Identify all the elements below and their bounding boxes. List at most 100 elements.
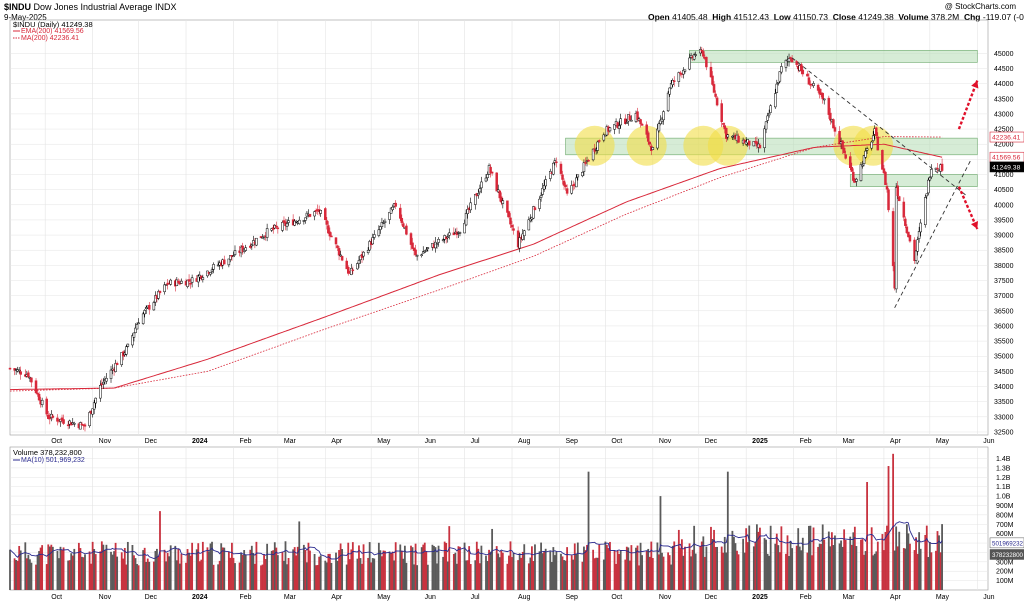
candle-body [216, 264, 220, 267]
volume-bar [82, 557, 85, 590]
volume-bar [195, 549, 198, 590]
candle-body [725, 127, 728, 139]
volume-bar [319, 555, 322, 590]
candle-body [927, 179, 930, 194]
candle-body [464, 212, 468, 226]
candle-body [521, 233, 524, 240]
candle-body [227, 258, 231, 266]
volume-bar [218, 560, 221, 590]
volume-bar [564, 560, 567, 590]
high-label: High [712, 12, 732, 22]
volume-bar [442, 556, 445, 590]
candle-body [902, 201, 906, 218]
candle-body [73, 423, 76, 425]
volume-bar [133, 555, 135, 590]
volume-bar [907, 533, 910, 590]
candle-body [135, 324, 139, 330]
volume-bar [249, 549, 252, 590]
candle-body [849, 156, 852, 168]
x-tick-label: Nov [659, 594, 672, 601]
candle-body [763, 128, 766, 149]
volume-bar [573, 543, 576, 590]
volume-bar [123, 547, 126, 590]
candle-body [163, 284, 166, 293]
candle-body [474, 194, 477, 205]
volume-bar [113, 551, 115, 590]
volume-bar [529, 557, 532, 590]
candle-body [477, 193, 480, 196]
volume-bar [480, 545, 483, 590]
candle-body [646, 132, 650, 142]
volume-bar [152, 561, 155, 590]
volume-bar [677, 529, 680, 590]
volume-bar [713, 529, 715, 590]
candle-body [778, 71, 782, 82]
candle-body [36, 392, 39, 395]
candle-body [917, 231, 921, 239]
y-tick-label: 37000 [994, 293, 1014, 300]
volume-bar [275, 547, 278, 590]
volume-bar [359, 558, 362, 590]
volume-bar [362, 544, 365, 590]
volume-bar [861, 539, 864, 590]
candle-body [562, 180, 566, 186]
volume-bar [91, 541, 94, 590]
volume-bar [50, 544, 53, 590]
y-tick-label: 41000 [994, 172, 1014, 179]
candle-body [425, 249, 428, 252]
volume-bar [699, 545, 702, 590]
candle-body [628, 115, 632, 121]
candle-body [490, 171, 494, 174]
volume-bar [703, 556, 706, 590]
volume-bar [426, 564, 429, 590]
volume-bar [817, 546, 820, 590]
candle-body [19, 371, 22, 375]
volume-bar [661, 552, 663, 590]
candle-body [925, 193, 929, 197]
volume-bar [544, 548, 547, 590]
volume-bar [474, 560, 477, 590]
candle-body [833, 127, 837, 132]
volume-bar [351, 542, 354, 590]
candle-body [884, 171, 887, 186]
candle-body [669, 83, 673, 89]
volume-bar [497, 553, 500, 590]
volume-bar [797, 528, 800, 590]
candle-body [624, 118, 627, 124]
volume-bar [647, 548, 650, 590]
projection-arrow [957, 80, 979, 130]
candle-body [319, 209, 322, 214]
resistance-zone [689, 49, 978, 63]
open-value: 41405.48 [672, 12, 708, 22]
volume-bar [648, 556, 651, 590]
volume-bar [306, 562, 308, 590]
volume-bar [382, 550, 385, 590]
volume-bar [682, 555, 685, 590]
candle-body [285, 223, 289, 227]
candle-body [463, 223, 466, 234]
candle-body [330, 235, 333, 238]
volume-bar [405, 562, 408, 590]
volume-bar [495, 546, 498, 590]
volume-bar [411, 547, 414, 590]
candle-body [529, 218, 532, 222]
volume-bar [227, 551, 230, 590]
x-tick-label: Oct [51, 438, 62, 445]
volume-bar [45, 564, 48, 590]
candle-body [549, 171, 552, 179]
volume-bar [734, 543, 737, 590]
volume-bar [766, 553, 769, 590]
candle-body [721, 123, 725, 125]
x-tick-label: 2024 [192, 594, 208, 601]
chart-date: 9-May-2025 [4, 13, 47, 22]
volume-bar [253, 563, 256, 590]
candle-body [539, 195, 543, 198]
candle-body [271, 227, 275, 230]
volume-bar [873, 553, 876, 590]
candle-body [99, 385, 102, 399]
candle-body [287, 220, 290, 223]
candle-body [816, 84, 820, 91]
candle-body [711, 75, 714, 85]
candle-body [812, 83, 815, 86]
